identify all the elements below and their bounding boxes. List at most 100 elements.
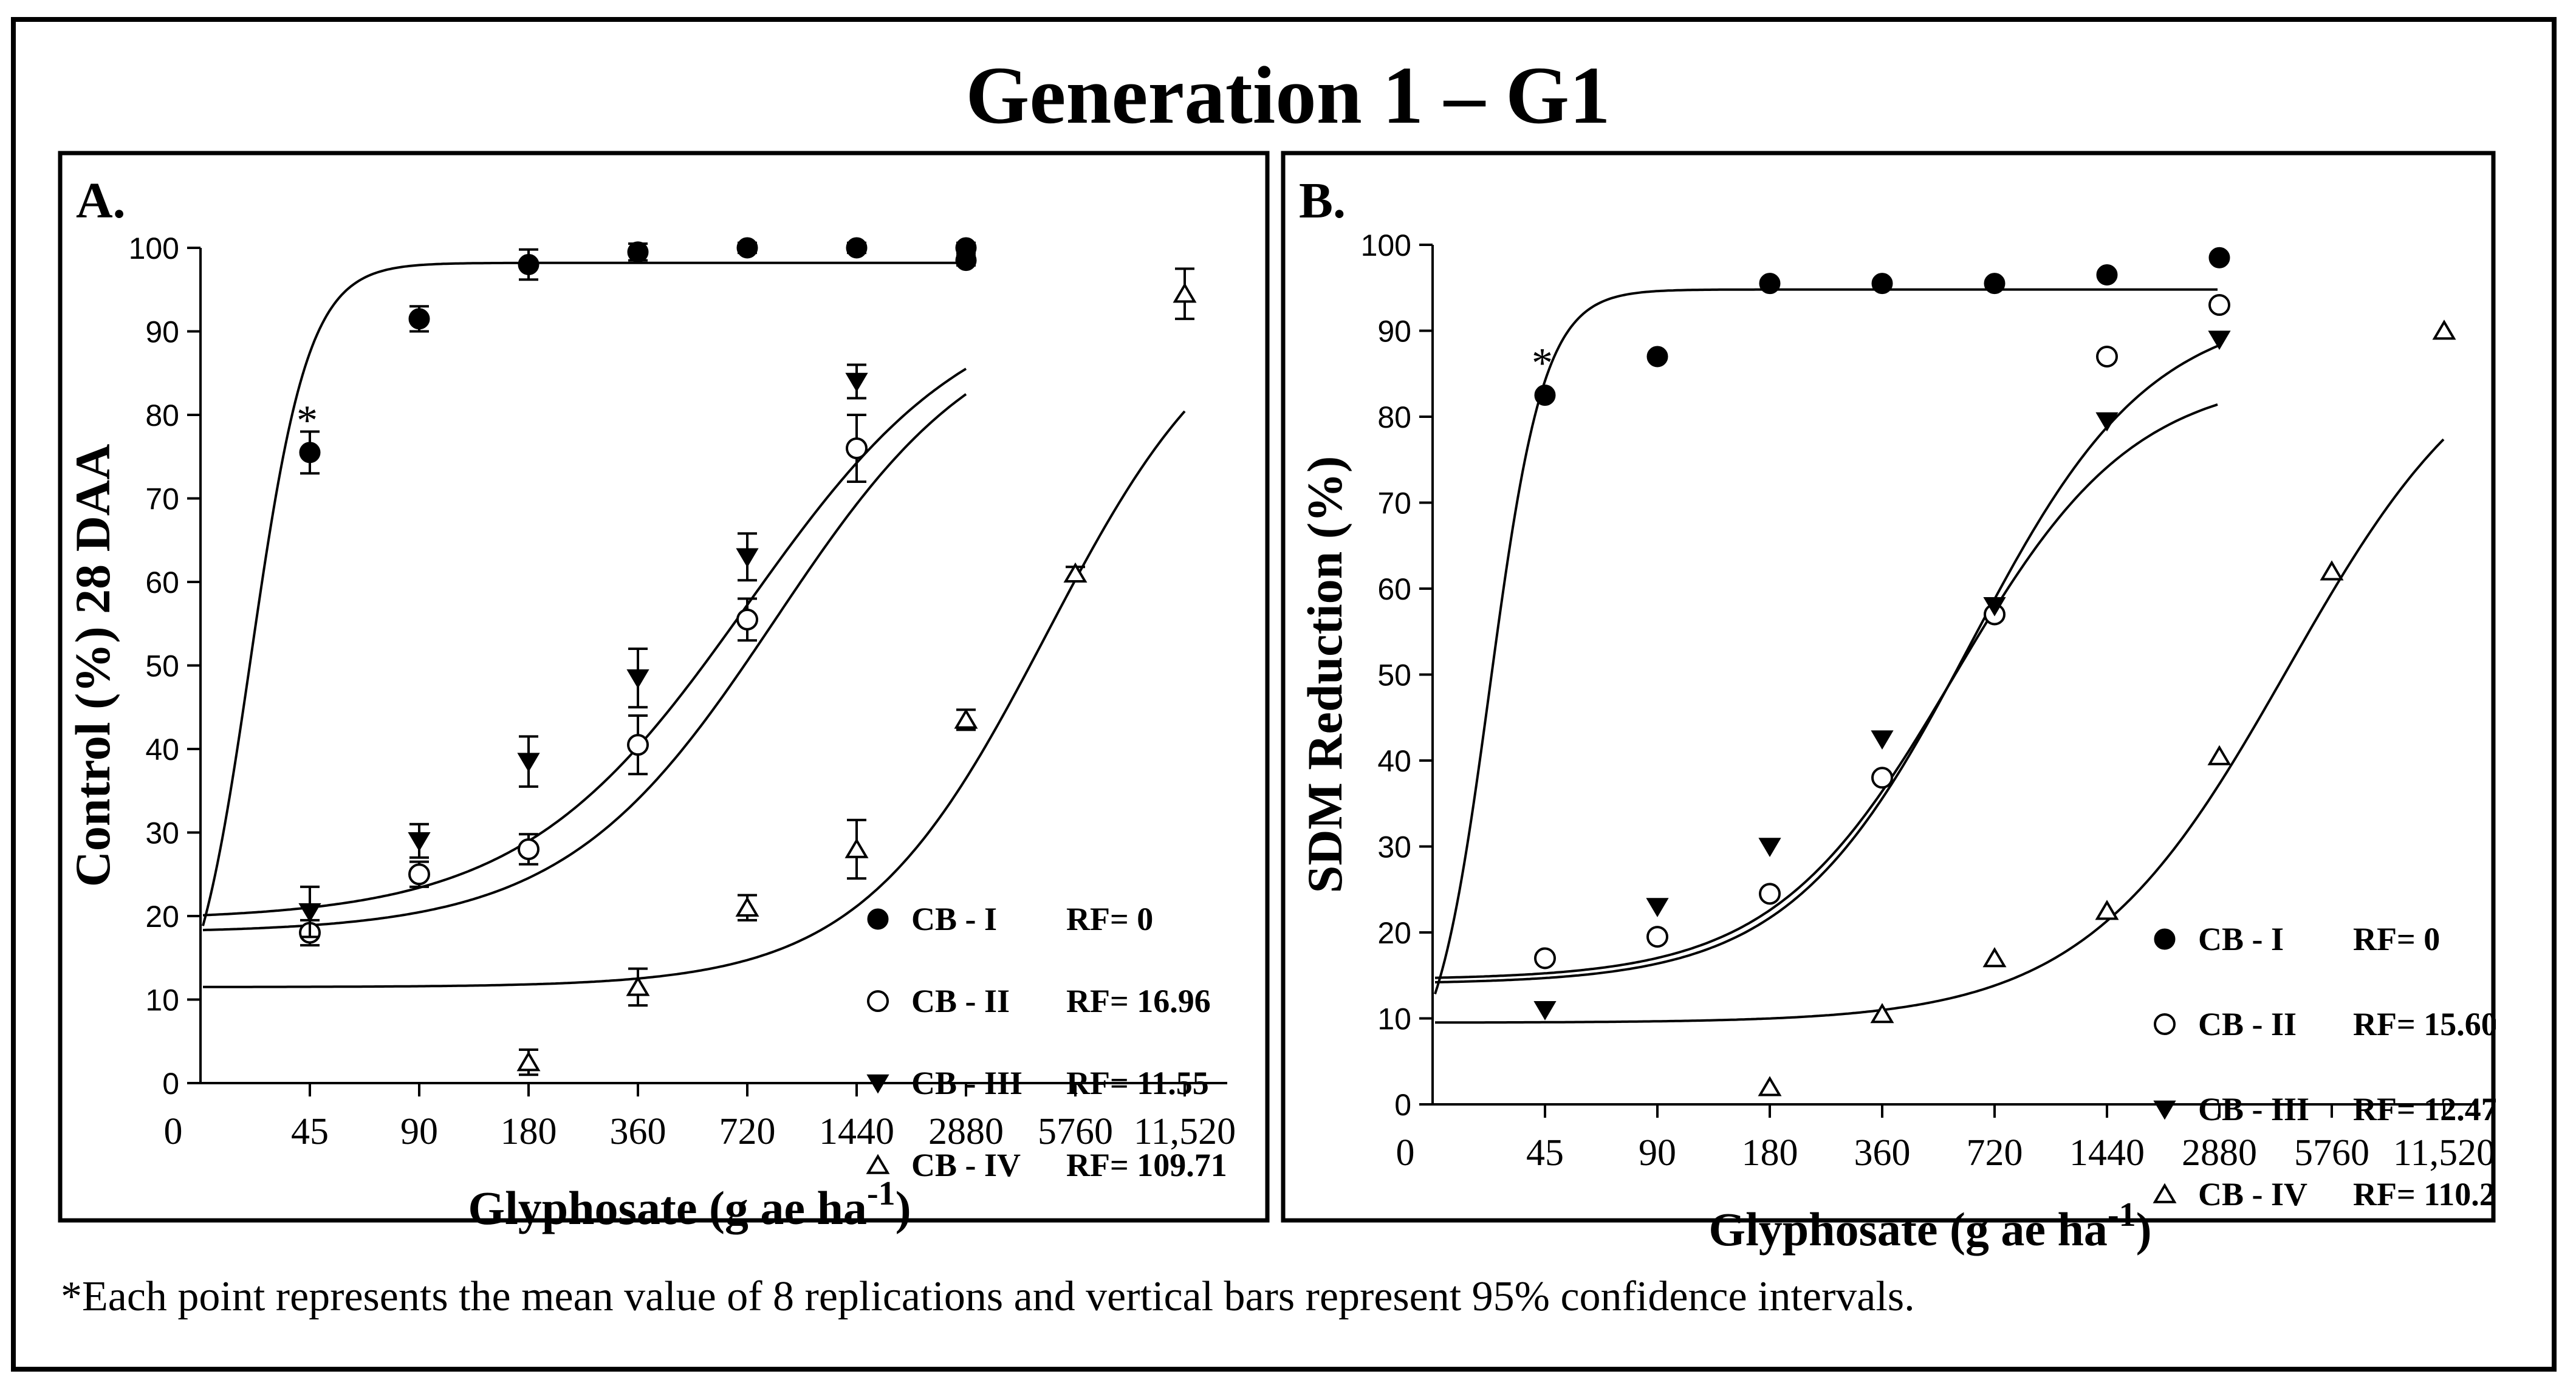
x-tick-label: 720 xyxy=(719,1111,776,1152)
y-tick-label: 50 xyxy=(1377,658,1411,692)
data-point xyxy=(2208,330,2231,351)
y-axis-title: Control (%) 28 DAA xyxy=(65,444,120,887)
data-point xyxy=(298,903,321,923)
y-tick-label: 0 xyxy=(1394,1088,1411,1122)
x-axis-title-superscript: -1 xyxy=(867,1175,896,1212)
x-axis-title: Glyphosate (g ae ha-1) xyxy=(1708,1196,2151,1256)
chart-panel-a: A. 0 10 20 30 40 50 60 70 80 90 100 0 45 90 180 360 720 14… xyxy=(58,151,1270,1234)
legend-marker xyxy=(866,1154,890,1174)
x-tick-label: 11,520 xyxy=(2393,1132,2495,1174)
footnote: *Each point represents the mean value of… xyxy=(61,1273,1915,1320)
y-tick-label: 30 xyxy=(1377,830,1411,864)
legend-rf-value: RF= 109.71 xyxy=(1066,1147,1227,1183)
legend-marker xyxy=(866,1074,889,1094)
data-point xyxy=(1646,346,1668,368)
chart-panel-b: B. 0 10 20 30 40 50 60 70 80 90 100 0 45 90 180 360 720 14… xyxy=(1281,151,2496,1256)
data-point xyxy=(1871,273,1893,295)
x-tick-label: 2880 xyxy=(928,1111,1004,1152)
data-point xyxy=(1646,898,1669,917)
legend-rf-value: RF= 15.60 xyxy=(2353,1006,2496,1042)
data-point xyxy=(736,548,759,568)
y-tick-label: 50 xyxy=(145,649,179,683)
y-tick-label: 10 xyxy=(1377,1002,1411,1036)
data-point xyxy=(1870,1003,1894,1024)
panel-border xyxy=(1281,151,2496,1223)
x-tick-label: 2880 xyxy=(2182,1132,2257,1174)
legend-marker xyxy=(867,990,889,1012)
x-axis-title: Glyphosate (g ae ha-1) xyxy=(468,1175,911,1234)
significance-asterisk: * xyxy=(1532,340,1553,387)
panel-label: B. xyxy=(1299,173,1346,229)
data-point xyxy=(954,708,978,729)
legend-rf-value: RF= 110.22 xyxy=(2353,1176,2496,1212)
data-point xyxy=(2208,247,2230,268)
data-point xyxy=(2208,294,2230,316)
fit-curve-cb-iii xyxy=(1434,403,2218,979)
legend-series-name: CB - III xyxy=(2198,1091,2309,1127)
legend-series-name: CB - I xyxy=(2198,921,2284,957)
data-point xyxy=(516,1051,541,1072)
x-tick-label: 45 xyxy=(291,1111,329,1152)
y-tick-label: 40 xyxy=(1377,744,1411,778)
figure-frame xyxy=(11,17,2557,1372)
data-point xyxy=(846,237,868,259)
x-tick-label: 0 xyxy=(164,1111,183,1152)
legend-rf-value: RF= 0 xyxy=(1066,901,1153,937)
data-point xyxy=(517,753,540,772)
data-point xyxy=(1646,926,1668,948)
legend-marker xyxy=(2153,1183,2177,1203)
data-point xyxy=(518,838,540,860)
x-axis-title-main: Glyphosate (g ae ha xyxy=(468,1182,867,1234)
legend-series-name: CB - II xyxy=(2198,1006,2297,1042)
y-tick-label: 20 xyxy=(1377,916,1411,950)
legend-marker xyxy=(867,908,889,930)
x-axis-title-superscript: -1 xyxy=(2108,1196,2136,1234)
data-point xyxy=(955,250,977,272)
x-tick-label: 360 xyxy=(1854,1132,1911,1174)
y-tick-label: 10 xyxy=(145,983,179,1017)
data-point xyxy=(1759,273,1781,295)
y-tick-label: 60 xyxy=(1377,572,1411,606)
data-point xyxy=(627,241,649,263)
x-tick-label: 5760 xyxy=(1038,1111,1113,1152)
y-tick-label: 90 xyxy=(145,315,179,349)
data-point xyxy=(518,254,540,275)
data-point xyxy=(299,442,321,463)
fit-curve-cb-ii xyxy=(202,393,967,932)
x-tick-label: 1440 xyxy=(819,1111,894,1152)
x-tick-label: 5760 xyxy=(2294,1132,2369,1174)
y-tick-label: 0 xyxy=(162,1067,179,1101)
x-tick-label: 90 xyxy=(400,1111,438,1152)
legend-marker xyxy=(2153,1100,2176,1120)
x-tick-label: 180 xyxy=(501,1111,557,1152)
x-tick-label: 90 xyxy=(1639,1132,1676,1174)
fit-curve-cb-iv xyxy=(1435,438,2445,1024)
data-point xyxy=(736,608,758,631)
legend-series-name: CB - IV xyxy=(911,1147,1021,1183)
legend-rf-value: RF= 16.96 xyxy=(1066,983,1211,1019)
data-point xyxy=(1983,597,2006,617)
data-point xyxy=(845,372,868,392)
data-point xyxy=(1982,947,2007,968)
data-point xyxy=(1533,1001,1557,1021)
legend-series-name: CB - I xyxy=(911,901,997,937)
x-tick-label: 180 xyxy=(1742,1132,1798,1174)
y-tick-label: 80 xyxy=(145,398,179,433)
legend-series-name: CB - III xyxy=(911,1065,1023,1101)
fit-curve-cb-i xyxy=(1434,288,2218,995)
data-point xyxy=(1871,730,1894,750)
y-tick-label: 90 xyxy=(1377,315,1411,349)
data-point xyxy=(1758,838,1781,857)
x-tick-label: 720 xyxy=(1967,1132,2023,1174)
data-point xyxy=(1534,947,1556,969)
data-point xyxy=(1758,1076,1782,1096)
data-point xyxy=(846,437,868,459)
y-tick-label: 20 xyxy=(145,900,179,934)
data-point xyxy=(408,832,431,852)
data-point xyxy=(735,896,759,917)
y-tick-label: 80 xyxy=(1377,400,1411,434)
legend-series-name: CB - II xyxy=(911,983,1010,1019)
data-point xyxy=(408,863,430,886)
fit-curve-cb-i xyxy=(202,261,966,926)
figure-title: Generation 1 – G1 xyxy=(965,50,1611,141)
